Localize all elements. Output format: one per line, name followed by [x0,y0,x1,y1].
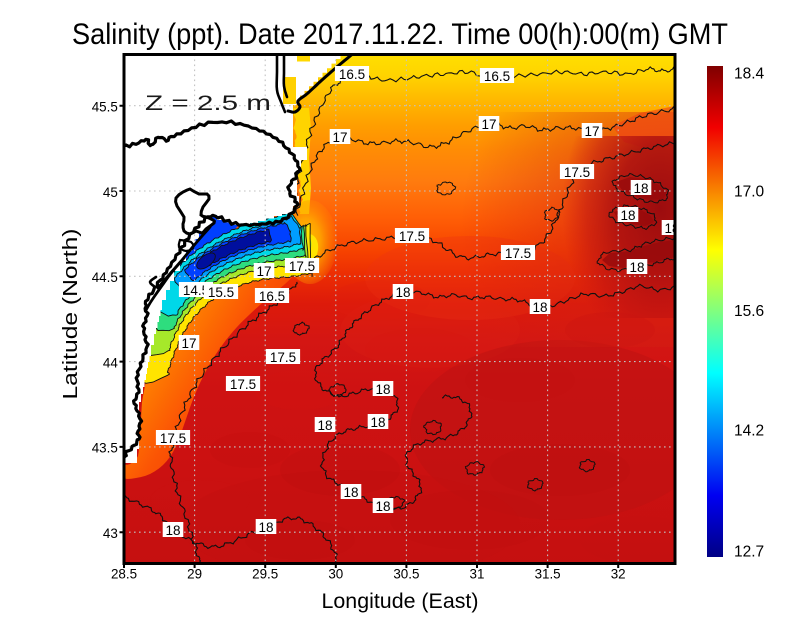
svg-text:28.5: 28.5 [111,567,137,582]
svg-text:43: 43 [103,526,118,541]
svg-text:31.5: 31.5 [535,567,561,582]
svg-text:17: 17 [181,336,196,351]
svg-text:Longitude (East): Longitude (East) [322,590,479,613]
svg-text:18: 18 [258,520,273,535]
svg-text:31: 31 [470,567,485,582]
svg-text:18: 18 [620,208,635,223]
svg-text:17: 17 [256,264,271,279]
svg-text:18: 18 [165,523,180,538]
svg-text:18: 18 [375,382,390,397]
svg-text:17.5: 17.5 [505,246,531,261]
svg-text:17.0: 17.0 [734,184,765,201]
svg-text:18: 18 [343,485,358,500]
svg-text:17.5: 17.5 [230,377,256,392]
svg-text:14.5: 14.5 [183,283,209,298]
svg-text:17.5: 17.5 [564,165,590,180]
svg-text:18: 18 [532,300,547,315]
svg-text:45: 45 [103,185,118,200]
svg-text:18: 18 [395,285,410,300]
svg-text:30.5: 30.5 [393,567,419,582]
svg-text:18: 18 [633,181,648,196]
svg-text:Latitude (North): Latitude (North) [60,229,82,400]
svg-text:18.4: 18.4 [734,66,765,83]
svg-text:44: 44 [103,355,118,370]
svg-text:30: 30 [328,567,343,582]
svg-text:45.5: 45.5 [92,100,118,115]
svg-text:Salinity (ppt). Date 2017.11.2: Salinity (ppt). Date 2017.11.22. Time 00… [72,18,728,51]
svg-text:15.5: 15.5 [208,285,234,300]
svg-text:18: 18 [317,418,332,433]
svg-text:43.5: 43.5 [92,441,118,456]
svg-text:14.2: 14.2 [734,423,764,440]
svg-text:44.5: 44.5 [92,270,118,285]
svg-text:15.6: 15.6 [734,303,764,320]
svg-text:17: 17 [332,130,347,145]
svg-text:17: 17 [584,124,599,139]
svg-text:17.5: 17.5 [160,431,186,446]
svg-text:16.5: 16.5 [484,69,510,84]
svg-text:17.5: 17.5 [399,229,425,244]
svg-text:12.7: 12.7 [734,544,764,561]
svg-text:18: 18 [629,260,644,275]
svg-text:17.5: 17.5 [270,350,296,365]
svg-text:29.5: 29.5 [252,567,278,582]
svg-text:16.5: 16.5 [259,289,285,304]
svg-text:17.5: 17.5 [289,259,315,274]
svg-text:18: 18 [664,221,679,236]
svg-text:32: 32 [611,567,626,582]
svg-text:18: 18 [370,415,385,430]
svg-text:18: 18 [375,499,390,514]
svg-text:Z = 2.5 m: Z = 2.5 m [145,91,271,115]
svg-text:17: 17 [481,117,496,132]
svg-text:29: 29 [187,567,202,582]
svg-text:16.5: 16.5 [339,67,365,82]
